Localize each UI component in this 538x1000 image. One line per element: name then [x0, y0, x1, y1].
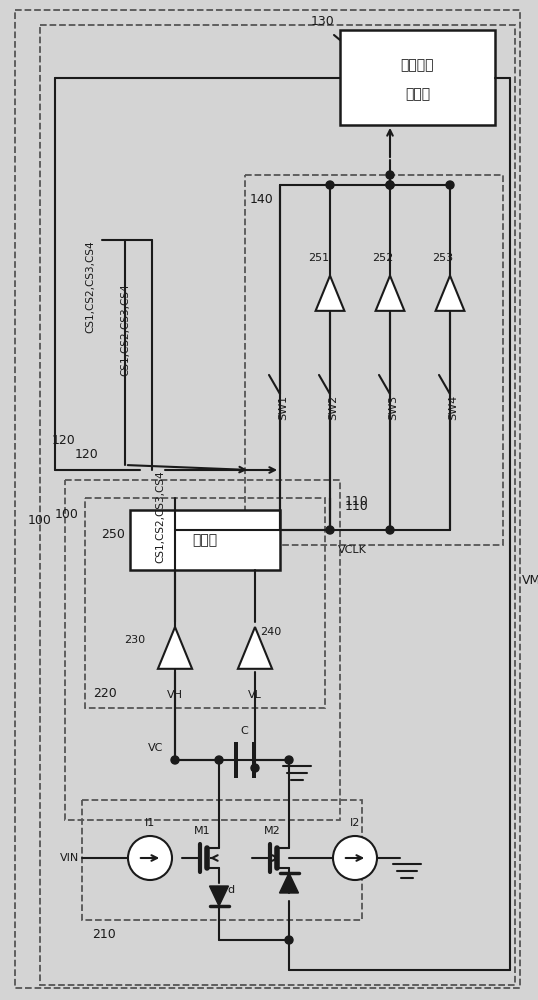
- Bar: [65, 480, 340, 820]
- Polygon shape: [158, 627, 192, 669]
- Text: 120: 120: [52, 434, 76, 446]
- Bar: [85, 498, 325, 708]
- Text: VIN: VIN: [60, 853, 79, 863]
- Text: VL: VL: [248, 690, 262, 700]
- Circle shape: [285, 936, 293, 944]
- Circle shape: [215, 756, 223, 764]
- Bar: [245, 175, 503, 545]
- Text: I1: I1: [145, 818, 155, 828]
- Circle shape: [386, 171, 394, 179]
- Text: 100: 100: [28, 514, 52, 526]
- Text: d: d: [227, 885, 234, 895]
- Polygon shape: [280, 873, 299, 893]
- Text: 130: 130: [310, 15, 334, 28]
- Circle shape: [386, 181, 394, 189]
- Text: 253: 253: [432, 253, 453, 263]
- Text: 110: 110: [345, 500, 369, 513]
- Text: 产生器: 产生器: [405, 88, 430, 102]
- Text: 控制信号: 控制信号: [401, 58, 434, 72]
- Bar: [40, 25, 515, 985]
- Text: 230: 230: [124, 635, 145, 645]
- Text: CS1,CS2,CS3,CS4: CS1,CS2,CS3,CS4: [120, 284, 130, 376]
- Text: 251: 251: [308, 253, 329, 263]
- Circle shape: [251, 764, 259, 772]
- Bar: [130, 510, 280, 570]
- Circle shape: [171, 756, 179, 764]
- Text: 140: 140: [250, 193, 274, 206]
- Text: SW3: SW3: [388, 395, 398, 420]
- Text: 250: 250: [101, 528, 125, 540]
- Text: VCLK: VCLK: [338, 545, 367, 555]
- Text: SW1: SW1: [278, 395, 288, 420]
- Text: VH: VH: [167, 690, 183, 700]
- Text: 正锁端: 正锁端: [193, 533, 217, 547]
- Polygon shape: [209, 886, 229, 906]
- Text: C: C: [240, 726, 248, 736]
- Circle shape: [446, 181, 454, 189]
- Text: 252: 252: [372, 253, 393, 263]
- Text: I2: I2: [350, 818, 360, 828]
- Text: M2: M2: [264, 826, 280, 836]
- Circle shape: [285, 756, 293, 764]
- Text: M1: M1: [194, 826, 210, 836]
- Text: SW2: SW2: [328, 395, 338, 420]
- Polygon shape: [238, 627, 272, 669]
- Text: 240: 240: [260, 627, 281, 637]
- Text: 210: 210: [92, 928, 116, 941]
- Text: VC: VC: [147, 743, 163, 753]
- Circle shape: [386, 181, 394, 189]
- Polygon shape: [436, 276, 464, 311]
- Text: CS1,CS2,CS3,CS4: CS1,CS2,CS3,CS4: [155, 470, 165, 563]
- Circle shape: [128, 836, 172, 880]
- Text: 110: 110: [345, 495, 369, 508]
- Bar: [82, 800, 362, 920]
- Circle shape: [386, 526, 394, 534]
- Text: 120: 120: [75, 448, 99, 462]
- Bar: [234, 742, 238, 778]
- Circle shape: [326, 181, 334, 189]
- Text: 220: 220: [93, 687, 117, 700]
- Bar: [252, 742, 256, 778]
- Text: VM: VM: [522, 574, 538, 586]
- Bar: [340, 30, 495, 125]
- Text: SW4: SW4: [448, 395, 458, 420]
- Polygon shape: [316, 276, 344, 311]
- Text: CS1,CS2,CS3,CS4: CS1,CS2,CS3,CS4: [85, 240, 95, 333]
- Polygon shape: [376, 276, 405, 311]
- Text: 100: 100: [55, 508, 79, 522]
- Circle shape: [326, 526, 334, 534]
- Circle shape: [333, 836, 377, 880]
